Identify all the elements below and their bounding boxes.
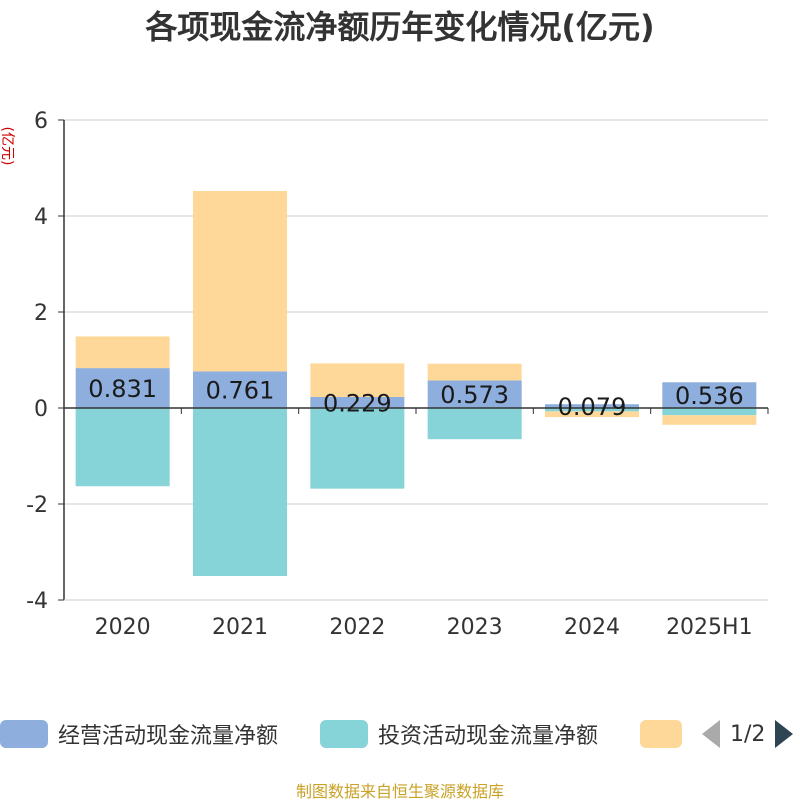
bar-series-2 xyxy=(75,408,170,487)
legend-item-financing[interactable] xyxy=(640,716,692,752)
bar-series-2 xyxy=(545,408,639,412)
y-tick-label: 4 xyxy=(34,205,48,230)
data-label: 0.761 xyxy=(206,377,275,405)
legend-item-investing[interactable]: 投资活动现金流量净额 xyxy=(320,716,598,752)
data-label: 0.831 xyxy=(88,375,157,403)
bar-chart: -4 -2 0 2 4 6 2020 2021 2022 2023 2024 2025H1 0.831 0… xyxy=(26,109,769,640)
x-tick-label: 2025H1 xyxy=(666,615,753,640)
y-tick-label: 2 xyxy=(34,301,48,326)
legend-page-indicator: 1/2 xyxy=(730,721,766,747)
bar-series-2 xyxy=(662,408,757,416)
chevron-right-icon[interactable] xyxy=(775,720,794,748)
bar-series-1 xyxy=(193,371,287,408)
chevron-left-icon[interactable] xyxy=(702,720,720,748)
bar-series-2 xyxy=(310,408,405,489)
data-label: 0.536 xyxy=(675,382,744,410)
data-label: 0.573 xyxy=(440,381,509,409)
bar-series-3 xyxy=(75,336,170,369)
bar-series-3 xyxy=(545,411,639,418)
bar-series-3 xyxy=(662,415,757,425)
x-tick-label: 2024 xyxy=(564,615,620,640)
x-tick-label: 2021 xyxy=(212,615,268,640)
legend-swatch-operating xyxy=(0,720,48,748)
y-tick-label: 6 xyxy=(34,109,48,134)
legend: 经营活动现金流量净额 投资活动现金流量净额 1/2 xyxy=(0,716,800,752)
legend-swatch-financing xyxy=(640,720,682,748)
legend-label-operating: 经营活动现金流量净额 xyxy=(58,724,279,749)
data-label: 0.079 xyxy=(558,393,627,421)
bar-series-3 xyxy=(193,190,287,372)
bar-series-1 xyxy=(545,404,639,408)
bar-series-1 xyxy=(310,397,405,408)
bar-series-1 xyxy=(662,382,757,408)
bar-series-3 xyxy=(310,363,405,398)
bar-series-1 xyxy=(75,368,170,408)
data-source-note: 制图数据来自恒生聚源数据库 xyxy=(295,782,504,801)
bar-series-2 xyxy=(427,408,522,440)
bar-series-3 xyxy=(427,363,522,381)
legend-swatch-investing xyxy=(320,720,368,748)
bar-series-2 xyxy=(193,408,287,576)
legend-pager: 1/2 xyxy=(702,716,794,752)
x-tick-label: 2020 xyxy=(95,615,151,640)
y-tick-label: 0 xyxy=(34,397,48,422)
x-tick-label: 2022 xyxy=(329,615,385,640)
legend-label-investing: 投资活动现金流量净额 xyxy=(378,724,599,749)
data-label: 0.229 xyxy=(323,390,392,418)
chart-title: 各项现金流净额历年变化情况(亿元) xyxy=(145,8,655,46)
y-tick-label: -4 xyxy=(26,589,48,614)
x-tick-label: 2023 xyxy=(447,615,503,640)
legend-item-operating[interactable]: 经营活动现金流量净额 xyxy=(0,716,278,752)
y-tick-label: -2 xyxy=(26,493,48,518)
bar-series-1 xyxy=(427,380,522,408)
